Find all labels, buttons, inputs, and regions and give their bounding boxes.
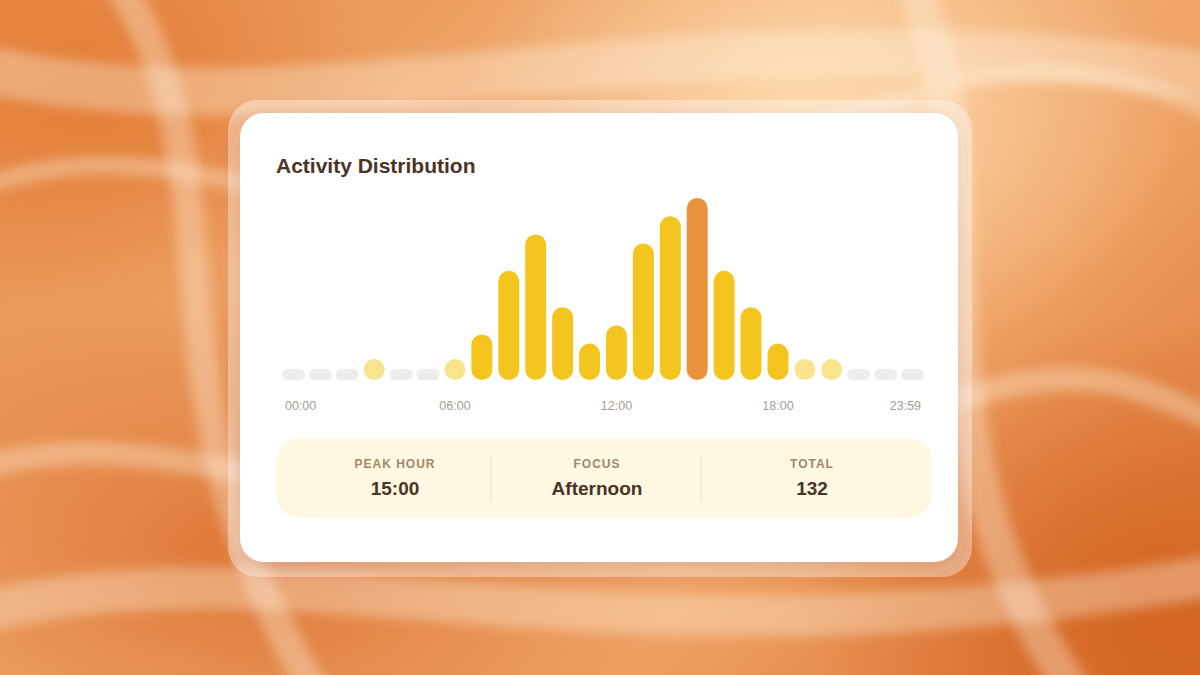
bars bbox=[282, 198, 924, 380]
card-glass bbox=[228, 100, 972, 577]
x-tick-label: 12:00 bbox=[601, 399, 632, 413]
stats-panel bbox=[276, 438, 932, 518]
bar bbox=[444, 359, 465, 380]
bar bbox=[633, 244, 654, 381]
x-tick-label: 00:00 bbox=[285, 399, 316, 413]
stage: Activity Distribution 00:00 06:00 12:00 18:0… bbox=[0, 0, 1200, 675]
bar bbox=[714, 271, 735, 380]
bar bbox=[874, 369, 897, 380]
bar bbox=[767, 344, 788, 380]
stats-divider bbox=[701, 455, 702, 501]
bar bbox=[471, 335, 492, 381]
bar bbox=[364, 359, 385, 380]
bar bbox=[687, 198, 708, 380]
bar bbox=[821, 359, 842, 380]
bar bbox=[847, 369, 870, 380]
bar bbox=[390, 369, 413, 380]
card bbox=[240, 113, 958, 562]
stat-label: TOTAL bbox=[790, 457, 834, 471]
swirl bbox=[0, 53, 1200, 92]
bar bbox=[417, 369, 440, 380]
bar bbox=[498, 271, 519, 380]
bar bbox=[336, 369, 359, 380]
stats-divider bbox=[491, 455, 492, 501]
stat-value: 132 bbox=[796, 478, 828, 499]
bar bbox=[606, 325, 627, 380]
x-axis-labels: 00:00 06:00 12:00 18:00 23:59 bbox=[285, 399, 921, 413]
x-tick-label: 06:00 bbox=[439, 399, 470, 413]
bar bbox=[579, 344, 600, 380]
canvas: Activity Distribution 00:00 06:00 12:00 18:0… bbox=[0, 0, 1200, 675]
stat-label: PEAK HOUR bbox=[354, 457, 435, 471]
background-swirls bbox=[0, 0, 1200, 675]
bar bbox=[901, 369, 924, 380]
stat-value: 15:00 bbox=[371, 478, 420, 499]
x-tick-label: 23:59 bbox=[890, 399, 921, 413]
bar bbox=[525, 234, 546, 380]
chart-title: Activity Distribution bbox=[276, 154, 476, 177]
bar bbox=[794, 359, 815, 380]
bar bbox=[309, 369, 332, 380]
bar bbox=[552, 307, 573, 380]
bar bbox=[741, 307, 762, 380]
bar bbox=[282, 369, 305, 380]
x-tick-label: 18:00 bbox=[762, 399, 793, 413]
stat-value: Afternoon bbox=[552, 478, 643, 499]
stat-label: FOCUS bbox=[574, 457, 621, 471]
bar bbox=[660, 216, 681, 380]
